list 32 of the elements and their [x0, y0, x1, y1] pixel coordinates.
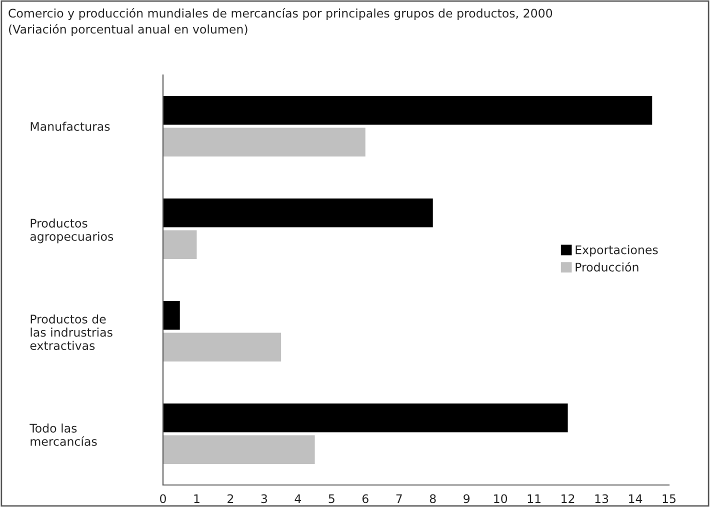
x-tick-label: 11 [528, 494, 540, 503]
x-tick-label: 6 [362, 494, 368, 504]
y-tick-label: Productos de las indrustrias extractivas [30, 314, 112, 350]
x-tick-label: 13 [595, 494, 608, 504]
x-tick-label: 7 [396, 494, 402, 503]
x-tick-label: 9 [464, 494, 470, 504]
x-tick-label: 15 [662, 494, 676, 504]
x-tick-label: 12 [562, 494, 574, 503]
y-tick-label: Manufacturas [30, 122, 110, 131]
x-tick-label: 1 [194, 494, 200, 503]
legend-label: Exportaciones [576, 245, 658, 257]
bar [163, 332, 282, 362]
x-tick-label: 8 [430, 494, 436, 504]
y-tick-label: Productos agropecuarios [30, 218, 114, 244]
bar [163, 96, 652, 125]
bar [163, 198, 433, 228]
x-tick-label: 10 [494, 494, 508, 504]
bar [163, 404, 568, 432]
bar [163, 435, 315, 464]
legend-label: Producción [576, 262, 638, 272]
bar [163, 128, 366, 156]
bar [163, 301, 180, 330]
x-tick-label: 3 [261, 494, 268, 504]
x-tick-label: 0 [160, 494, 166, 504]
bar [163, 230, 197, 259]
x-tick-label: 5 [328, 494, 334, 504]
x-tick-label: 14 [629, 494, 642, 503]
x-tick-label: 2 [228, 494, 234, 503]
y-tick-label: Todo las mercancías [30, 424, 97, 446]
chart-title: Comercio y producción mundiales de mercancías por principales grupos de productos, 2000 [8, 8, 552, 20]
chart-subtitle: (Variación porcentual anual en volumen) [9, 24, 248, 36]
x-tick-label: 4 [294, 494, 302, 503]
